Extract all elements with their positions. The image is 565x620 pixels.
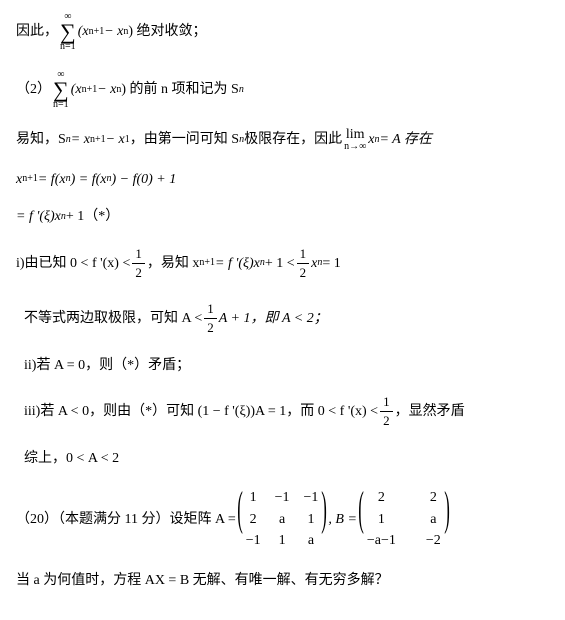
line-5: = f '(ξ)xn + 1（*） — [16, 207, 549, 227]
line-10: 综上，0 < A < 2 — [16, 449, 549, 469]
line-8: ii)若 A = 0，则（*）矛盾； — [16, 356, 549, 376]
sum-symbol: ∞ ∑ n=1 — [60, 12, 76, 52]
matrix-a: ( 1−1−12a1−11a ) — [238, 486, 327, 553]
fraction-half: 1 2 — [380, 393, 393, 430]
line-11: （20）（本题满分 11 分）设矩阵 A = ( 1−1−12a1−11a ) … — [16, 486, 549, 553]
text: 因此， — [16, 22, 58, 42]
line-9: iii)若 A < 0，则由（*）可知 (1 − f '(ξ))A = 1，而 … — [16, 393, 549, 430]
line-7: 不等式两边取极限，可知 A < 1 2 A + 1，即 A < 2； — [16, 300, 549, 337]
line-4: xn+1 = f(xn ) = f(xn ) − f(0) + 1 — [16, 170, 549, 190]
sum-symbol: ∞ ∑ n=1 — [53, 70, 69, 110]
line-6: i)由已知 0 < f '(x) < 1 2 ，易知 xn+1 = f '(ξ)… — [16, 245, 549, 282]
fraction-half: 1 2 — [297, 245, 310, 282]
line-12: 当 a 为何值时，方程 AX = B 无解、有唯一解、有无穷多解？ — [16, 571, 549, 591]
line-3: 易知，Sn = xn+1 − x1 ，由第一问可知 Sn 极限存在，因此 lim… — [16, 128, 549, 152]
fraction-half: 1 2 — [204, 300, 217, 337]
fraction-half: 1 2 — [132, 245, 145, 282]
matrix-b: ( 221a−a−1−2 ) — [359, 486, 449, 553]
line-1: 因此， ∞ ∑ n=1 (xn+1 − xn ) 绝对收敛； — [16, 12, 549, 52]
limit: lim n→∞ — [344, 128, 366, 152]
line-2: （2） ∞ ∑ n=1 (xn+1 − xn ) 的前 n 项和记为 Sn — [16, 70, 549, 110]
